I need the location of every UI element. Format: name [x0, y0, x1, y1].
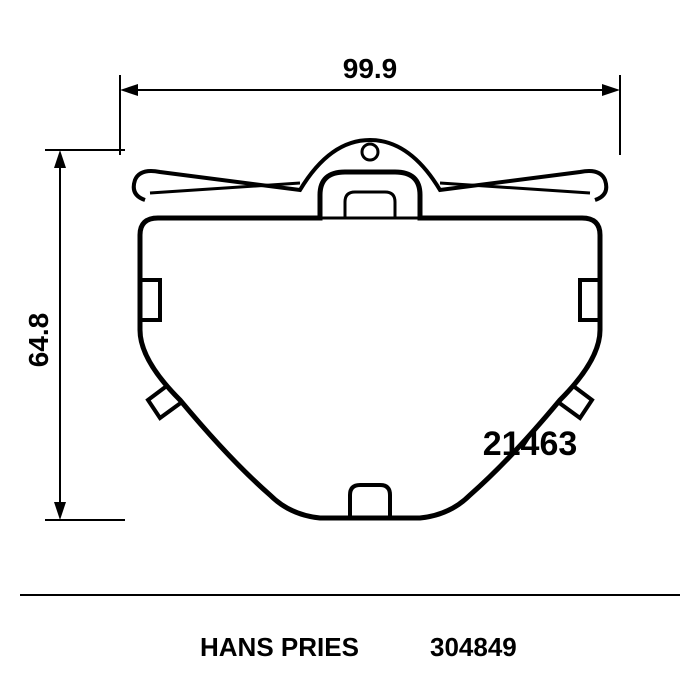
- dimension-height: 64.8: [23, 150, 125, 520]
- brand-label: HANS PRIES: [200, 632, 359, 663]
- brake-pad-diagram: 99.9 64.8: [0, 0, 700, 700]
- catalog-number: 304849: [430, 632, 517, 663]
- height-value: 64.8: [23, 313, 54, 368]
- part-code: 21463: [483, 425, 578, 463]
- diagram-svg: 99.9 64.8: [0, 0, 700, 700]
- width-value: 99.9: [343, 53, 398, 84]
